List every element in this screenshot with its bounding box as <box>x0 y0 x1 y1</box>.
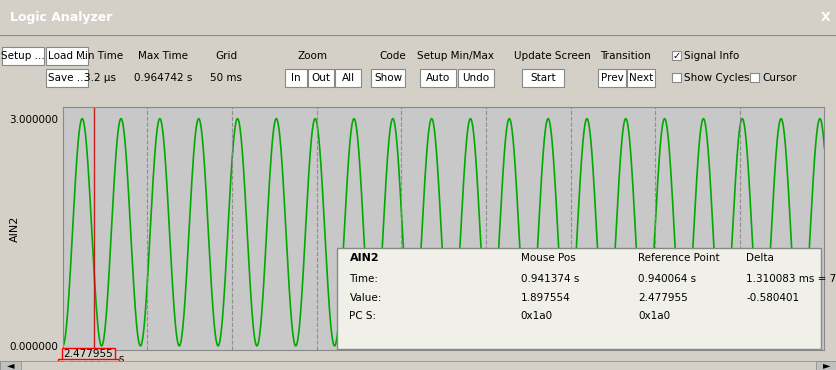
Text: Load ...: Load ... <box>48 51 86 61</box>
Text: Prev: Prev <box>600 73 623 83</box>
Text: 0.964742 s: 0.964742 s <box>134 73 192 83</box>
Text: Undo: Undo <box>461 73 489 83</box>
Text: Delta: Delta <box>745 253 773 263</box>
Text: Reference Point: Reference Point <box>638 253 719 263</box>
Text: Signal Info: Signal Info <box>683 51 738 61</box>
Text: Transition: Transition <box>599 51 650 61</box>
Bar <box>749 73 758 83</box>
FancyBboxPatch shape <box>370 70 405 87</box>
Text: Grid: Grid <box>215 51 237 61</box>
FancyBboxPatch shape <box>2 47 44 65</box>
Text: AIN2: AIN2 <box>349 253 379 263</box>
Text: AIN2: AIN2 <box>10 215 20 242</box>
Text: Min Time: Min Time <box>76 51 124 61</box>
Bar <box>815 361 836 370</box>
Text: Setup ...: Setup ... <box>1 51 45 61</box>
Bar <box>671 51 681 60</box>
Bar <box>0 361 21 370</box>
Text: Zoom: Zoom <box>298 51 328 61</box>
Text: 0x1a0: 0x1a0 <box>638 312 670 322</box>
Text: 0x1a0: 0x1a0 <box>520 312 553 322</box>
Text: Logic Analyzer: Logic Analyzer <box>10 11 112 24</box>
Text: 0.941374 s: 0.941374 s <box>520 274 579 284</box>
FancyBboxPatch shape <box>285 70 307 87</box>
FancyBboxPatch shape <box>308 70 334 87</box>
Text: 0.940064 s: 0.940064 s <box>59 360 117 370</box>
Text: 1.897554: 1.897554 <box>520 293 570 303</box>
Text: Show Cycles: Show Cycles <box>683 73 748 83</box>
FancyBboxPatch shape <box>46 70 88 87</box>
Text: Start: Start <box>529 73 555 83</box>
Text: Time:: Time: <box>349 274 378 284</box>
Text: 0.940064 s: 0.940064 s <box>638 274 696 284</box>
Text: All: All <box>341 73 354 83</box>
Text: Auto: Auto <box>426 73 450 83</box>
Text: Show: Show <box>374 73 401 83</box>
Text: 0.939281 s: 0.939281 s <box>66 354 124 364</box>
Text: Cursor: Cursor <box>761 73 796 83</box>
Text: Max Time: Max Time <box>138 51 188 61</box>
Text: Value:: Value: <box>349 293 381 303</box>
Text: 2.477955: 2.477955 <box>638 293 687 303</box>
FancyBboxPatch shape <box>457 70 493 87</box>
Text: 2.477955: 2.477955 <box>64 349 113 359</box>
Text: Update Screen: Update Screen <box>513 51 589 61</box>
Text: Mouse Pos: Mouse Pos <box>520 253 575 263</box>
Text: Save ...: Save ... <box>48 73 86 83</box>
Text: 1.310083 ms = 763.310222 Hz: 1.310083 ms = 763.310222 Hz <box>745 274 836 284</box>
Text: ►: ► <box>822 360 829 370</box>
Text: Setup Min/Max: Setup Min/Max <box>417 51 494 61</box>
Text: Out: Out <box>311 73 330 83</box>
Text: PC S:: PC S: <box>349 312 376 322</box>
Text: Code: Code <box>380 51 406 61</box>
Text: Next: Next <box>628 73 652 83</box>
Text: ✓: ✓ <box>671 51 680 61</box>
FancyBboxPatch shape <box>334 70 360 87</box>
Text: X: X <box>820 11 829 24</box>
Text: 50 ms: 50 ms <box>210 73 242 83</box>
FancyBboxPatch shape <box>420 70 456 87</box>
FancyBboxPatch shape <box>597 70 625 87</box>
Text: -0.580401: -0.580401 <box>745 293 798 303</box>
FancyBboxPatch shape <box>337 248 820 349</box>
Text: In: In <box>291 73 300 83</box>
Text: 3.2 μs: 3.2 μs <box>84 73 116 83</box>
Text: ◄: ◄ <box>7 360 14 370</box>
Bar <box>671 73 681 83</box>
FancyBboxPatch shape <box>626 70 655 87</box>
FancyBboxPatch shape <box>522 70 563 87</box>
FancyBboxPatch shape <box>46 47 88 65</box>
